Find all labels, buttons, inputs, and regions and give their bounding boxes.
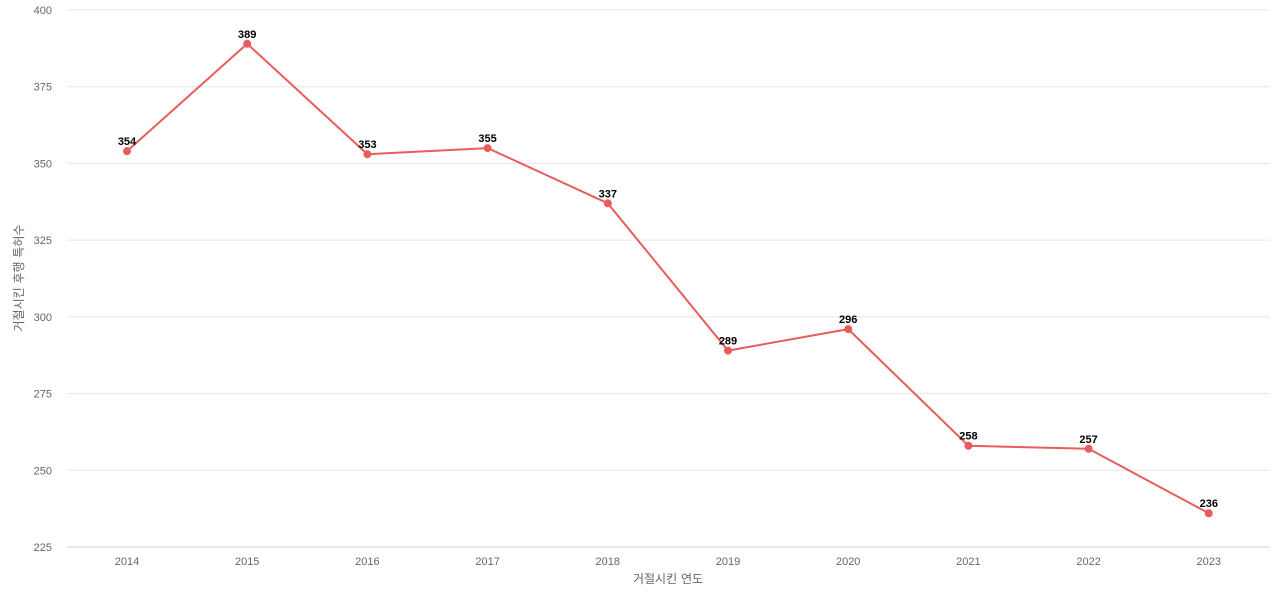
y-tick-label: 300 bbox=[34, 312, 52, 324]
y-axis-ticks: 225 250 275 300 325 350 375 400 bbox=[34, 5, 52, 554]
data-label: 236 bbox=[1200, 498, 1218, 510]
data-label: 355 bbox=[478, 133, 496, 145]
data-label: 337 bbox=[599, 188, 617, 200]
data-point[interactable] bbox=[603, 199, 612, 208]
x-tick-label: 2016 bbox=[355, 556, 379, 568]
x-tick-label: 2018 bbox=[596, 556, 620, 568]
data-label: 353 bbox=[358, 139, 376, 151]
y-tick-label: 275 bbox=[34, 389, 52, 401]
x-axis-ticks: 2014 2015 2016 2017 2018 2019 2020 2021 2022 2023 bbox=[115, 556, 1221, 568]
data-point[interactable] bbox=[724, 346, 732, 355]
x-tick-label: 2022 bbox=[1076, 556, 1100, 568]
data-point[interactable] bbox=[123, 147, 131, 156]
x-tick-label: 2019 bbox=[716, 556, 740, 568]
data-point[interactable] bbox=[243, 39, 252, 48]
data-label: 389 bbox=[238, 29, 256, 41]
x-tick-label: 2014 bbox=[115, 556, 139, 568]
x-tick-label: 2021 bbox=[956, 556, 980, 568]
series-line bbox=[126, 42, 1210, 515]
y-tick-label: 250 bbox=[34, 465, 52, 477]
data-point[interactable] bbox=[363, 150, 372, 159]
data-label: 296 bbox=[839, 314, 857, 326]
grid-lines bbox=[67, 9, 1270, 548]
data-label: 258 bbox=[959, 431, 977, 443]
y-tick-label: 400 bbox=[34, 5, 52, 17]
x-tick-label: 2017 bbox=[475, 556, 499, 568]
data-point[interactable] bbox=[483, 144, 492, 153]
x-tick-label: 2015 bbox=[235, 556, 259, 568]
data-label: 257 bbox=[1079, 434, 1097, 446]
data-labels: 354 389 353 355 337 289 296 258 257 236 bbox=[118, 29, 1218, 510]
y-tick-label: 375 bbox=[34, 82, 52, 94]
series-group bbox=[123, 39, 1213, 518]
y-tick-label: 225 bbox=[34, 542, 52, 554]
data-label: 354 bbox=[118, 136, 137, 148]
y-tick-label: 325 bbox=[34, 235, 52, 247]
x-tick-label: 2023 bbox=[1197, 556, 1221, 568]
data-label: 289 bbox=[719, 336, 737, 348]
y-axis-title: 거절시킨 후행 특허수 bbox=[11, 225, 26, 332]
data-point[interactable] bbox=[844, 325, 853, 334]
x-axis-title: 거절시킨 연도 bbox=[633, 572, 703, 586]
y-tick-label: 350 bbox=[34, 158, 52, 170]
data-point[interactable] bbox=[964, 441, 973, 450]
data-point[interactable] bbox=[1084, 444, 1093, 453]
data-point[interactable] bbox=[1204, 509, 1213, 518]
x-tick-label: 2020 bbox=[836, 556, 860, 568]
